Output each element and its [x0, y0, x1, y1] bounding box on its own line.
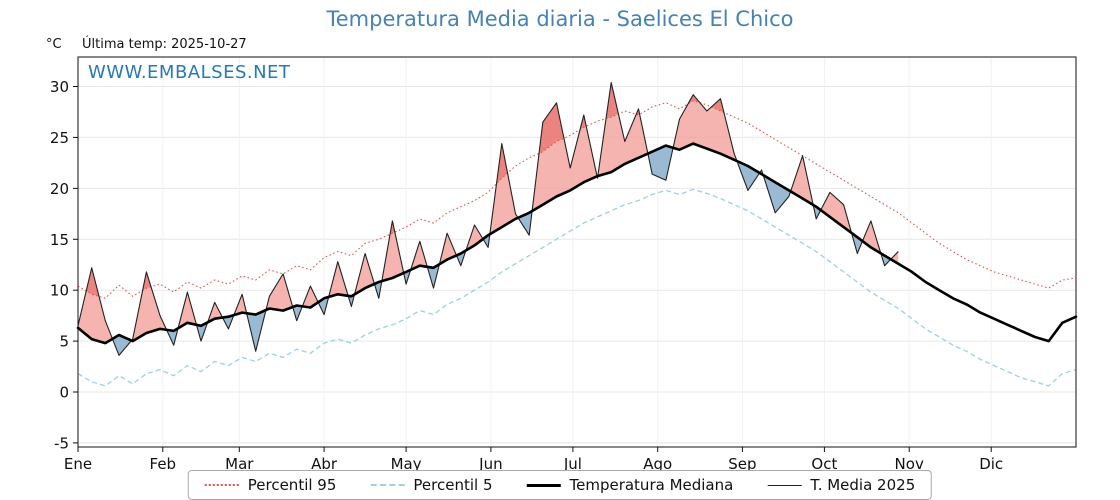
x-axis-month-label: Ene [64, 455, 92, 473]
tmedia2025-line-sample-icon [767, 484, 802, 486]
legend-item-tmedia2025: T. Media 2025 [767, 476, 915, 494]
x-axis-month-label: Feb [150, 455, 177, 473]
x-axis-month-label: Nov [895, 455, 924, 473]
x-axis-month-label: Ago [643, 455, 672, 473]
fill-above-p95 [78, 82, 899, 299]
fill-above-median [78, 82, 899, 344]
plot-border [77, 56, 1077, 448]
y-axis-unit-label: °C [46, 37, 62, 52]
y-axis-tick-label: 25 [50, 129, 69, 147]
percentil95-line [77, 100, 1077, 299]
legend-label-mediana: Temperatura Mediana [569, 476, 734, 494]
y-axis-tick-label: 0 [59, 384, 69, 402]
legend-item-mediana: Temperatura Mediana [526, 476, 733, 494]
legend: Percentil 95 Percentil 5 Temperatura Med… [187, 470, 933, 500]
legend-label-percentil95: Percentil 95 [247, 476, 337, 494]
mediana-line-sample-icon [526, 483, 561, 487]
last-temp-label: Última temp: 2025-10-27 [82, 37, 247, 52]
y-axis-tick-label: 20 [50, 180, 69, 198]
legend-item-percentil95: Percentil 95 [204, 476, 337, 494]
mediana-line [76, 142, 1078, 345]
legend-label-percentil5: Percentil 5 [413, 476, 493, 494]
legend-label-tmedia2025: T. Media 2025 [810, 476, 916, 494]
chart-title: Temperatura Media diaria - Saelices El C… [326, 7, 794, 31]
y-axis-tick-label: 30 [50, 78, 69, 96]
watermark: WWW.EMBALSES.NET [88, 62, 291, 83]
x-axis-month-label: Jun [478, 455, 502, 473]
y-axis-tick-label: -5 [54, 434, 69, 452]
percentil5-line-sample-icon [370, 484, 405, 486]
x-axis-month-label: Oct [811, 455, 837, 473]
x-axis-month-label: Jul [563, 455, 582, 473]
x-axis-month-label: Abr [311, 455, 338, 473]
x-axis-month-label: Sep [728, 455, 756, 473]
x-axis-month-label: May [391, 455, 422, 473]
y-axis-tick-label: 15 [50, 231, 69, 249]
x-axis-month-label: Mar [225, 455, 254, 473]
y-axis-tick-label: 10 [50, 282, 69, 300]
percentil95-line-sample-icon [204, 484, 239, 486]
tmedia2025-line [77, 81, 899, 356]
y-axis-tick-label: 5 [59, 333, 69, 351]
x-axis-month-label: Dic [979, 455, 1003, 473]
legend-item-percentil5: Percentil 5 [370, 476, 492, 494]
fill-below-median [78, 143, 899, 356]
percentil5-line [77, 188, 1077, 387]
